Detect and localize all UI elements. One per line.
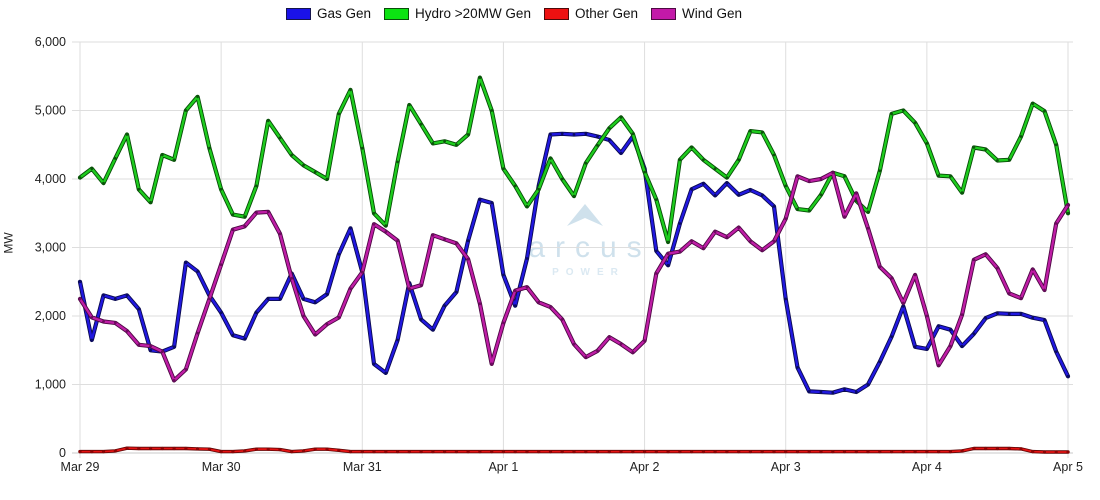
legend-label: Wind Gen — [681, 6, 743, 21]
series-other-gen — [78, 446, 1070, 454]
y-tick-label: 0 — [59, 446, 66, 460]
wind-gen-swatch-icon — [650, 7, 676, 20]
legend-item-gas-gen[interactable]: Gas Gen — [286, 6, 371, 21]
gridlines — [72, 41, 1073, 458]
x-tick-label: Apr 5 — [1053, 460, 1083, 474]
y-axis-title: MW — [1, 232, 16, 254]
series-markers-gas-gen — [78, 132, 1070, 395]
series-wind-gen — [77, 170, 1071, 383]
y-tick-label: 4,000 — [35, 172, 66, 186]
series-markers-hydro-20mw-gen — [78, 76, 1070, 244]
legend-label: Hydro >20MW Gen — [415, 6, 531, 21]
x-tick-label: Apr 1 — [488, 460, 518, 474]
axis-labels: 0 1,000 2,000 3,000 4,000 5,000 6,000 Mar 29 Mar… — [35, 35, 1083, 474]
gas-gen-swatch-icon — [286, 7, 311, 20]
y-tick-label: 2,000 — [35, 309, 66, 323]
x-tick-label: Apr 3 — [771, 460, 801, 474]
x-tick-label: Apr 4 — [912, 460, 942, 474]
series-gas-gen — [77, 131, 1071, 395]
x-tick-label: Mar 31 — [343, 460, 382, 474]
legend-item-wind-gen[interactable]: Wind Gen — [650, 6, 743, 21]
y-tick-label: 5,000 — [35, 104, 66, 118]
other-gen-swatch-icon — [543, 7, 569, 20]
legend-item-other-gen[interactable]: Other Gen — [543, 6, 638, 21]
y-tick-label: 1,000 — [35, 378, 66, 392]
x-tick-label: Mar 29 — [61, 460, 100, 474]
legend-label: Gas Gen — [317, 6, 372, 21]
x-tick-label: Mar 30 — [202, 460, 241, 474]
chart-legend: Gas Gen Hydro >20MW Gen Other Gen Wind G… — [286, 6, 742, 21]
series-hydro-20mw-gen — [77, 75, 1071, 245]
y-tick-label: 6,000 — [35, 35, 66, 49]
x-tick-label: Apr 2 — [630, 460, 660, 474]
hydro-gen-swatch-icon — [384, 7, 410, 20]
series-markers-wind-gen — [78, 171, 1070, 382]
y-tick-label: 3,000 — [35, 241, 66, 255]
legend-item-hydro-gen[interactable]: Hydro >20MW Gen — [384, 6, 531, 21]
legend-label: Other Gen — [574, 6, 638, 21]
series-markers-other-gen — [78, 446, 1070, 454]
